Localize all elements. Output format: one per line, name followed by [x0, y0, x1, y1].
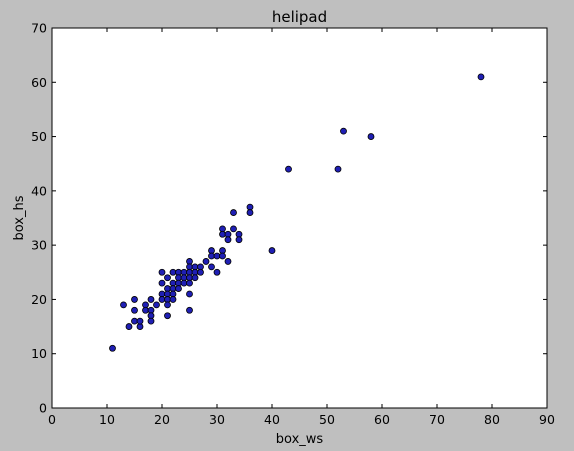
data-point-14	[153, 301, 160, 309]
y-tick-label-30: 30	[31, 238, 47, 253]
x-tick-label-80: 80	[484, 412, 500, 427]
data-point-63	[230, 225, 237, 233]
data-point-70	[334, 165, 342, 173]
data-point-46	[191, 274, 199, 282]
x-tick-label-40: 40	[264, 412, 280, 427]
data-point-16	[158, 279, 166, 287]
data-point-61	[224, 258, 232, 265]
data-point-58	[219, 252, 226, 260]
data-point-2	[125, 323, 133, 330]
data-point-52	[208, 263, 215, 271]
data-point-13	[147, 296, 155, 303]
data-point-12	[147, 317, 155, 325]
data-point-1	[120, 301, 127, 309]
data-point-67	[246, 209, 254, 216]
data-point-19	[164, 274, 171, 282]
x-tick-label-30: 30	[209, 412, 225, 427]
x-tick-label-0: 0	[48, 412, 56, 427]
data-point-3	[131, 296, 138, 303]
data-point-60	[224, 236, 232, 244]
x-tick-label-50: 50	[319, 412, 335, 427]
ticks-layer: 0 10 20 30 40 50 60 70 80 90 0 10 20 30 40 50 60 70	[31, 21, 555, 428]
data-point-69	[285, 165, 292, 173]
plot-area	[52, 28, 547, 408]
data-point-54	[213, 268, 221, 276]
y-tick-label-20: 20	[31, 292, 47, 307]
data-point-41	[186, 279, 193, 287]
data-point-68	[268, 247, 276, 254]
data-point-0	[109, 344, 116, 352]
data-point-48	[197, 268, 204, 276]
points-layer	[109, 73, 485, 352]
x-tick-label-60: 60	[374, 412, 390, 427]
data-point-43	[186, 306, 193, 314]
data-point-65	[235, 236, 243, 244]
x-tick-label-90: 90	[539, 412, 555, 427]
y-axis-label: box_hs	[12, 195, 27, 240]
data-point-24	[164, 312, 171, 320]
data-point-71	[340, 127, 347, 135]
x-axis-label: box_ws	[276, 432, 324, 447]
data-point-23	[164, 301, 171, 309]
data-point-49	[202, 258, 210, 265]
plot-frame	[51, 27, 548, 409]
data-point-4	[131, 306, 138, 314]
data-point-33	[175, 285, 182, 292]
y-tick-label-10: 10	[31, 346, 47, 361]
data-point-15	[158, 268, 166, 276]
data-point-29	[169, 296, 177, 303]
y-tick-label-0: 0	[39, 401, 47, 416]
x-tick-label-10: 10	[99, 412, 115, 427]
chart-title: helipad	[272, 8, 327, 26]
data-point-72	[367, 133, 375, 140]
data-point-7	[136, 317, 144, 325]
y-tick-label-40: 40	[31, 183, 47, 198]
data-point-73	[477, 73, 485, 81]
data-point-62	[230, 209, 237, 216]
x-tick-label-20: 20	[154, 412, 170, 427]
y-tick-label-50: 50	[31, 129, 47, 144]
y-tick-label-60: 60	[31, 75, 47, 90]
x-tick-label-70: 70	[429, 412, 445, 427]
y-tick-label-70: 70	[31, 21, 47, 36]
data-point-42	[186, 290, 193, 298]
